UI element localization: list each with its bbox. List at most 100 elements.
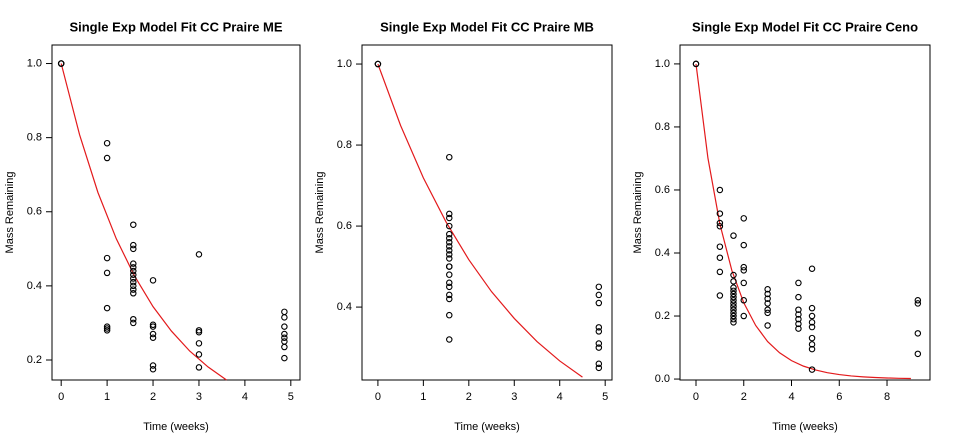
data-point xyxy=(730,271,737,279)
data-point xyxy=(914,350,922,358)
data-point xyxy=(716,210,724,217)
x-axis-label: Time (weeks) xyxy=(772,421,838,433)
data-point xyxy=(716,219,724,227)
panel-title: Single Exp Model Fit CC Praire MB xyxy=(380,19,594,34)
data-point xyxy=(716,268,724,276)
data-point xyxy=(808,304,816,312)
x-tick-label: 5 xyxy=(602,391,608,403)
data-point xyxy=(446,230,453,238)
data-point xyxy=(795,279,802,287)
data-point xyxy=(130,319,137,327)
data-point xyxy=(130,315,137,323)
fit-curve xyxy=(377,63,583,378)
y-tick-label: 0.2 xyxy=(655,310,670,322)
data-point xyxy=(446,247,453,254)
data-point xyxy=(730,293,737,301)
x-tick-label: 1 xyxy=(420,391,426,403)
data-point xyxy=(446,222,453,230)
x-axis-label: Time (weeks) xyxy=(143,421,209,433)
y-tick-label: 0.8 xyxy=(655,121,670,133)
data-point xyxy=(740,279,748,287)
data-point xyxy=(716,254,724,261)
data-point xyxy=(195,340,203,347)
data-point xyxy=(740,312,748,320)
x-tick-label: 4 xyxy=(788,391,794,403)
data-point xyxy=(446,295,453,303)
x-tick-label: 4 xyxy=(242,391,248,403)
x-tick-label: 6 xyxy=(836,391,842,403)
y-tick-label: 0.6 xyxy=(337,220,352,232)
data-point xyxy=(808,345,816,353)
data-point xyxy=(149,362,157,369)
x-axis-label: Time (weeks) xyxy=(454,421,520,433)
y-tick-label: 0.4 xyxy=(27,280,42,292)
data-point xyxy=(103,304,111,312)
data-point xyxy=(103,325,111,332)
data-point xyxy=(130,241,137,249)
data-point xyxy=(730,312,737,320)
x-tick-label: 2 xyxy=(466,391,472,403)
data-point xyxy=(716,186,724,194)
data-point xyxy=(195,327,203,334)
data-point xyxy=(103,139,111,147)
data-point xyxy=(692,60,700,68)
data-point xyxy=(795,325,802,332)
data-point xyxy=(103,269,111,277)
data-point xyxy=(149,334,157,342)
x-tick-label: 3 xyxy=(196,391,202,403)
x-tick-label: 2 xyxy=(150,391,156,403)
data-point xyxy=(730,300,737,307)
data-point xyxy=(446,251,453,258)
data-point xyxy=(730,232,737,239)
data-point xyxy=(130,245,137,253)
data-point xyxy=(740,297,748,304)
x-tick-label: 5 xyxy=(288,391,294,403)
data-point xyxy=(808,334,816,342)
data-point xyxy=(730,297,737,304)
fit-curve xyxy=(695,63,911,380)
data-point xyxy=(730,284,737,291)
data-point xyxy=(130,264,137,271)
data-point xyxy=(281,314,288,321)
data-point xyxy=(595,328,603,335)
data-point xyxy=(195,328,203,336)
data-point xyxy=(446,255,453,262)
data-point xyxy=(281,354,288,362)
data-point xyxy=(730,309,737,317)
data-point xyxy=(808,341,816,348)
data-point xyxy=(808,312,816,320)
data-point xyxy=(149,330,157,338)
data-point xyxy=(195,251,203,258)
data-point xyxy=(730,319,737,326)
data-point xyxy=(595,364,603,372)
data-point xyxy=(808,265,816,273)
data-point xyxy=(281,338,288,345)
x-tick-label: 0 xyxy=(693,391,699,403)
x-tick-label: 8 xyxy=(884,391,890,403)
y-tick-label: 0.4 xyxy=(337,301,352,313)
data-point xyxy=(446,336,453,343)
data-point xyxy=(808,366,816,373)
data-point xyxy=(446,210,453,218)
data-point xyxy=(740,215,748,222)
data-point xyxy=(730,290,737,298)
data-point xyxy=(716,222,724,230)
data-point xyxy=(716,292,724,299)
data-point xyxy=(446,291,453,299)
data-point xyxy=(446,311,453,319)
data-point xyxy=(130,260,137,267)
y-tick-label: 0.0 xyxy=(655,373,670,385)
panel-title: Single Exp Model Fit CC Praire Ceno xyxy=(692,19,918,34)
y-tick-label: 1.0 xyxy=(337,58,352,70)
plot-frame xyxy=(679,44,931,381)
data-point xyxy=(730,287,737,295)
data-point xyxy=(595,283,603,291)
data-point xyxy=(795,293,802,301)
x-tick-label: 2 xyxy=(741,391,747,403)
data-point xyxy=(730,278,737,285)
data-point xyxy=(764,309,771,317)
data-point xyxy=(595,299,603,307)
data-point xyxy=(281,334,288,342)
data-point xyxy=(730,306,737,313)
